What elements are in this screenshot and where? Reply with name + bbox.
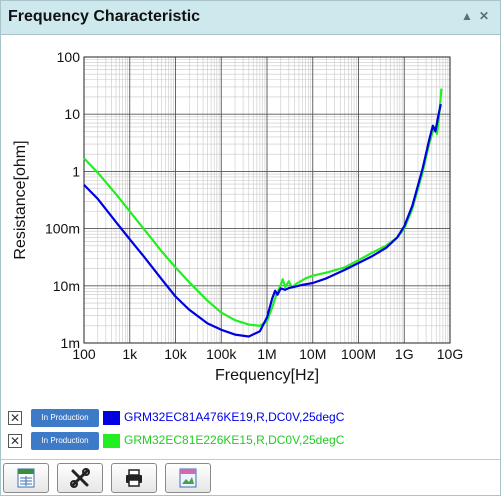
title-bar: Frequency Characteristic ▲ ✕: [1, 1, 500, 35]
chart-area: 100 1k 10k 100k 1M 10M 100M 1G 10G 1m 10m 100m 1 10 10…: [1, 35, 500, 395]
x-tick-label: 100k: [206, 346, 237, 362]
png-icon: [179, 468, 197, 488]
x-tick-label: 10M: [299, 346, 326, 362]
legend-label: GRM32EC81A476KE19,R,DC0V,25degC: [124, 410, 345, 424]
x-tick-label: 1G: [395, 346, 414, 362]
y-tick-label: 1m: [61, 335, 80, 351]
resistance-frequency-chart: 100 1k 10k 100k 1M 10M 100M 1G 10G 1m 10m 100m 1 10 10…: [12, 49, 463, 384]
remove-series-checkbox[interactable]: ✕: [8, 411, 22, 425]
series-line: [83, 103, 442, 338]
print-button[interactable]: [111, 463, 157, 493]
status-badge: In Production: [31, 409, 99, 427]
csv-icon: [17, 468, 35, 488]
status-badge: In Production: [31, 432, 99, 450]
caret-up-icon[interactable]: ▲: [461, 9, 473, 23]
bottom-toolbar: [1, 461, 500, 495]
x-tick-label: 1M: [257, 346, 276, 362]
y-tick-label: 100m: [45, 221, 80, 237]
printer-icon: [126, 469, 142, 487]
legend: ✕ In Production GRM32EC81A476KE19,R,DC0V…: [8, 409, 488, 455]
y-axis-label: Resistance[ohm]: [12, 140, 29, 259]
plot-frame: [83, 56, 451, 344]
y-tick-label: 100: [57, 49, 81, 65]
close-icon[interactable]: ✕: [479, 9, 490, 23]
x-axis-label: Frequency[Hz]: [215, 367, 319, 384]
csv-export-button[interactable]: [3, 463, 49, 493]
divider: [1, 459, 500, 460]
series-color-swatch: [103, 434, 120, 448]
legend-row: ✕ In Production GRM32EC81A476KE19,R,DC0V…: [8, 409, 488, 430]
series-color-swatch: [103, 411, 120, 425]
legend-label: GRM32EC81E226KE15,R,DC0V,25degC: [124, 433, 345, 447]
x-tick-label: 10k: [164, 346, 188, 362]
x-tick-label: 1k: [122, 346, 138, 362]
y-tick-label: 10m: [53, 278, 80, 294]
x-tick-label: 10G: [437, 346, 463, 362]
y-tick-label: 10: [64, 106, 80, 122]
png-export-button[interactable]: [165, 463, 211, 493]
remove-series-checkbox[interactable]: ✕: [8, 434, 22, 448]
legend-row: ✕ In Production GRM32EC81E226KE15,R,DC0V…: [8, 432, 488, 453]
y-tick-label: 1: [72, 163, 80, 179]
panel-title: Frequency Characteristic: [8, 8, 201, 25]
x-tick-label: 100: [72, 346, 96, 362]
x-tick-label: 100M: [341, 346, 376, 362]
settings-button[interactable]: [57, 463, 103, 493]
series-line: [83, 88, 443, 327]
tools-icon: [70, 468, 90, 488]
